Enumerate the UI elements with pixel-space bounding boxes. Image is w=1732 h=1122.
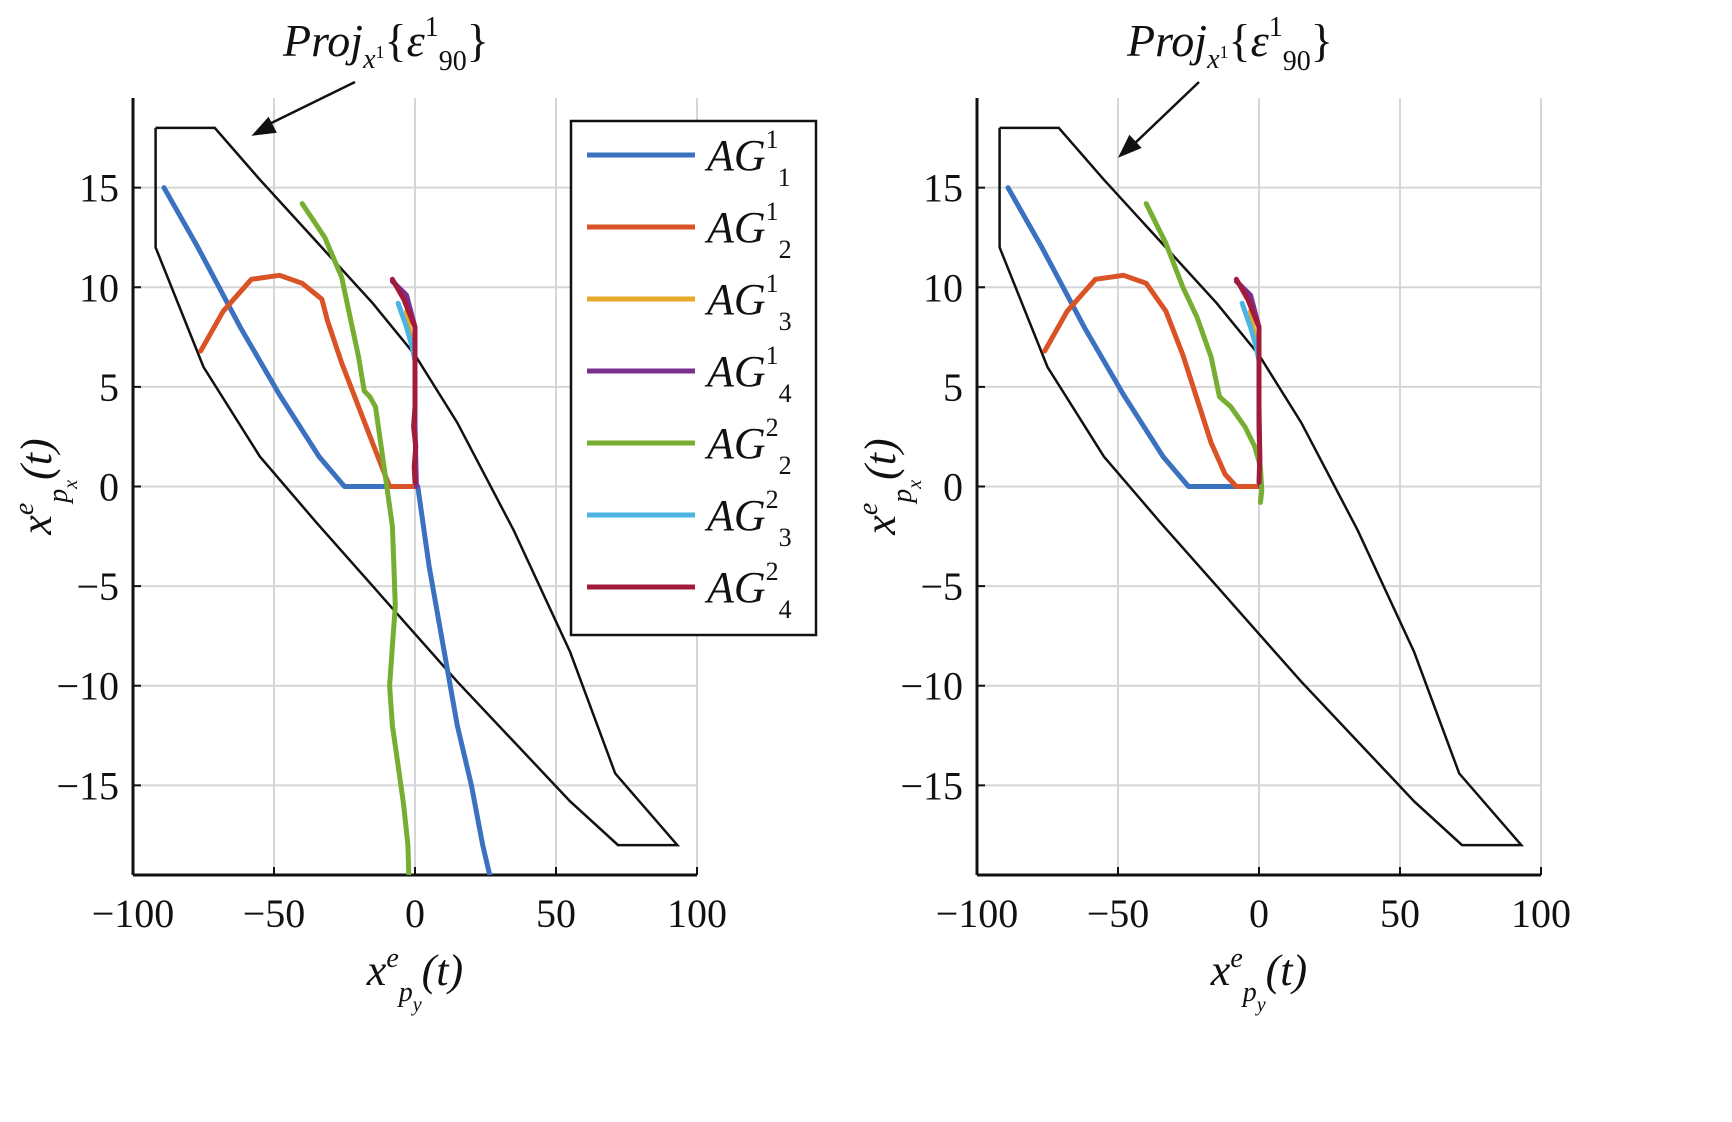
plot-area — [154, 126, 681, 875]
y-tick-label: −10 — [56, 664, 119, 709]
projection-boundary — [154, 126, 681, 847]
x-tick-label: −100 — [936, 891, 1019, 936]
y-tick-label: 10 — [79, 265, 119, 310]
legend-entry-5: AG23 — [704, 485, 792, 552]
left-panel: −100 −50 0 50 100−15−10−5051015xepy(t)xepx(t… — [9, 12, 818, 1016]
series-line-1 — [1042, 272, 1262, 489]
legend-entry-6: AG24 — [704, 557, 792, 624]
series-line-4 — [299, 201, 412, 875]
y-tick-label: 5 — [99, 365, 119, 410]
y-tick-label: −5 — [76, 564, 119, 609]
plot-area — [998, 126, 1525, 847]
x-axis-label: xepy(t) — [1210, 943, 1307, 1016]
legend-entry-0: AG11 — [704, 125, 791, 192]
x-tick-label: 50 — [1380, 891, 1420, 936]
series-line-0 — [1005, 185, 1262, 489]
y-tick-label: 15 — [79, 166, 119, 211]
y-axis-label: xepx(t) — [9, 438, 82, 535]
x-axis-label: xepy(t) — [366, 943, 463, 1016]
y-tick-label: −15 — [56, 763, 119, 808]
series-line-0 — [161, 185, 493, 875]
annotation-arrow-head — [251, 116, 277, 136]
x-tick-label: 0 — [405, 891, 425, 936]
legend-entry-3: AG14 — [704, 341, 792, 408]
legend-entry-1: AG12 — [704, 197, 792, 264]
y-tick-label: 5 — [943, 365, 963, 410]
y-tick-label: 10 — [923, 265, 963, 310]
y-tick-label: 15 — [923, 166, 963, 211]
projection-boundary — [998, 126, 1525, 847]
y-axis-label: xepx(t) — [853, 438, 926, 535]
series-line-6 — [389, 276, 419, 485]
annotation-label: Projx1{ε190} — [282, 12, 489, 77]
y-tick-label: −15 — [900, 763, 963, 808]
y-tick-label: −10 — [900, 664, 963, 709]
y-tick-label: 0 — [943, 465, 963, 510]
annotation-arrow-line — [1127, 81, 1200, 151]
annotation-arrow-head — [1118, 134, 1142, 158]
x-tick-label: 0 — [1249, 891, 1269, 936]
x-tick-label: 50 — [536, 891, 576, 936]
series-line-1 — [198, 272, 418, 489]
y-tick-label: −5 — [920, 564, 963, 609]
y-tick-label: 0 — [99, 465, 119, 510]
annotation-label: Projx1{ε190} — [1126, 12, 1333, 77]
x-tick-label: −50 — [1087, 891, 1150, 936]
legend-entry-4: AG22 — [704, 413, 792, 480]
series-line-6 — [1233, 276, 1263, 485]
x-tick-label: −50 — [243, 891, 306, 936]
x-tick-label: 100 — [667, 891, 727, 936]
annotation-arrow-line — [260, 80, 356, 129]
x-tick-label: −100 — [92, 891, 175, 936]
right-panel: −100 −50 0 50 100−15−10−5051015xepy(t)xepx(t… — [853, 12, 1571, 1016]
x-tick-label: 100 — [1511, 891, 1571, 936]
legend-box — [569, 119, 818, 637]
legend-entry-2: AG13 — [704, 269, 792, 336]
